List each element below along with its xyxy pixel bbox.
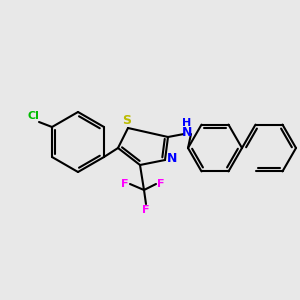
Text: N: N (167, 152, 177, 166)
Text: F: F (121, 179, 129, 189)
Text: H: H (182, 118, 192, 128)
Text: F: F (157, 179, 165, 189)
Text: S: S (122, 115, 131, 128)
Text: Cl: Cl (27, 111, 39, 121)
Text: N: N (182, 125, 192, 139)
Text: F: F (142, 205, 150, 215)
